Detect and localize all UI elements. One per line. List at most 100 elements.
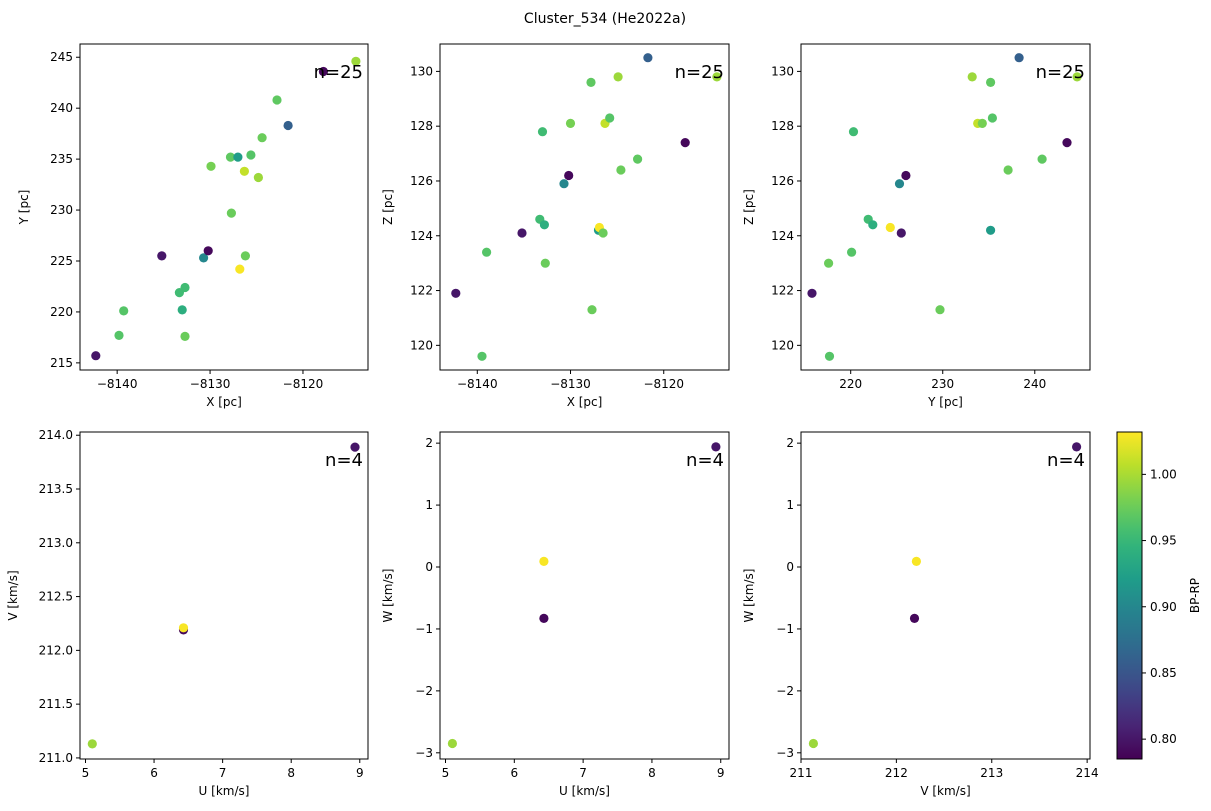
x-tick-label: 212	[885, 766, 908, 780]
x-tick-label: −8130	[550, 377, 591, 391]
y-tick-label: 130	[771, 64, 794, 78]
x-tick-label: 213	[980, 766, 1003, 780]
data-point	[283, 120, 293, 131]
x-tick-label: 9	[717, 766, 725, 780]
data-point	[233, 152, 243, 162]
colorbar-tick-label: 0.80	[1150, 732, 1177, 746]
x-tick-label: 8	[648, 766, 656, 780]
y-tick-label: −3	[776, 746, 794, 760]
x-tick-label: 220	[839, 377, 862, 391]
data-point	[901, 170, 911, 181]
y-tick-label: 122	[410, 284, 433, 298]
y-tick-label: 225	[50, 254, 73, 268]
data-point	[824, 258, 834, 268]
axes-frame	[800, 43, 1091, 371]
data-point	[257, 133, 267, 143]
data-point	[180, 282, 190, 293]
data-point	[1062, 138, 1072, 148]
y-axis-label: V [km/s]	[6, 570, 20, 620]
x-axis-label: Y [pc]	[927, 395, 963, 409]
colorbar-tick-label: 1.00	[1150, 467, 1177, 481]
data-point	[178, 623, 189, 633]
data-point	[711, 442, 721, 452]
y-tick-label: 0	[425, 560, 433, 574]
y-tick-label: 212.5	[39, 590, 73, 604]
data-point	[540, 258, 550, 268]
data-point	[539, 556, 549, 567]
panel-xy: −8140 −8130 −8120 215 220 225 230 235 240 245 X [p…	[17, 43, 369, 409]
y-tick-label: 2	[425, 436, 433, 450]
x-axis-label: X [pc]	[567, 395, 603, 409]
y-tick-label: −1	[415, 622, 433, 636]
data-point	[1072, 72, 1082, 82]
count-annotation: n=4	[325, 450, 363, 471]
x-tick-label: 7	[579, 766, 587, 780]
data-point	[967, 72, 977, 82]
data-point	[894, 179, 905, 189]
y-tick-label: 2	[786, 436, 794, 450]
y-tick-label: −3	[415, 746, 433, 760]
data-point	[896, 228, 906, 238]
data-point	[605, 113, 615, 123]
axes-frame	[439, 431, 730, 760]
data-point	[977, 118, 987, 128]
data-point	[114, 330, 124, 340]
y-axis-label: Y [pc]	[17, 190, 31, 226]
colorbar-frame	[1116, 431, 1143, 760]
data-point	[157, 251, 167, 261]
y-tick-label: 213.0	[39, 536, 73, 550]
data-point	[1003, 165, 1013, 175]
y-tick-label: 126	[771, 174, 794, 188]
x-axis-label: V [km/s]	[920, 784, 970, 798]
data-point	[272, 95, 282, 105]
y-axis-label: Z [pc]	[742, 189, 756, 225]
axes-frame	[79, 43, 369, 371]
count-annotation: n=4	[1047, 450, 1085, 471]
y-tick-label: 214.0	[39, 428, 73, 442]
colorbar: 0.80 0.85 0.90 0.95 1.00 BP-RP	[1116, 431, 1202, 760]
data-point	[225, 152, 236, 162]
x-tick-label: 5	[442, 766, 450, 780]
y-tick-label: 212.0	[39, 643, 73, 657]
y-tick-label: 211.0	[39, 751, 73, 765]
y-tick-label: 1	[786, 498, 794, 512]
panel-uv: 5 6 7 8 9 211.0 211.5 212.0 212.5 213.0 213.5 214.0…	[6, 428, 369, 798]
x-tick-label: −8120	[643, 377, 684, 391]
x-tick-label: 9	[356, 766, 364, 780]
data-point	[911, 556, 922, 567]
y-tick-label: 240	[50, 101, 73, 115]
data-point	[240, 251, 250, 261]
data-point	[91, 351, 101, 361]
x-tick-label: 240	[1023, 377, 1046, 391]
axes-frame	[439, 43, 730, 371]
data-point	[517, 228, 527, 238]
x-tick-label: 211	[790, 766, 813, 780]
data-point	[680, 138, 690, 148]
y-tick-label: 230	[50, 203, 73, 217]
y-tick-label: 120	[771, 338, 794, 352]
y-tick-label: 128	[410, 119, 433, 133]
y-tick-label: 130	[410, 64, 433, 78]
y-tick-label: 211.5	[39, 697, 73, 711]
data-point	[565, 118, 576, 128]
y-tick-label: 0	[786, 560, 794, 574]
data-point	[246, 150, 256, 160]
data-point	[87, 739, 97, 749]
y-tick-label: −2	[776, 684, 794, 698]
x-tick-label: −8130	[190, 377, 231, 391]
data-point	[987, 113, 998, 123]
data-point	[935, 305, 945, 315]
y-axis-label: W [km/s]	[381, 569, 395, 623]
colorbar-tick-label: 0.90	[1150, 600, 1177, 614]
data-point	[1037, 154, 1047, 164]
data-point	[712, 72, 722, 82]
panel-yz: 220 230 240 120 122 124 126 128 130 Y [pc] Z [pc] n…	[742, 43, 1091, 409]
panel-vw: 211 212 213 214 −3 −2 −1 0 1 2 V [km/s] W [km/s] n=4	[742, 431, 1099, 798]
y-tick-label: 124	[771, 229, 794, 243]
y-tick-label: 220	[50, 305, 73, 319]
y-tick-label: 1	[425, 498, 433, 512]
x-tick-label: 214	[1076, 766, 1099, 780]
data-point	[986, 225, 996, 235]
x-axis-label: U [km/s]	[199, 784, 250, 798]
